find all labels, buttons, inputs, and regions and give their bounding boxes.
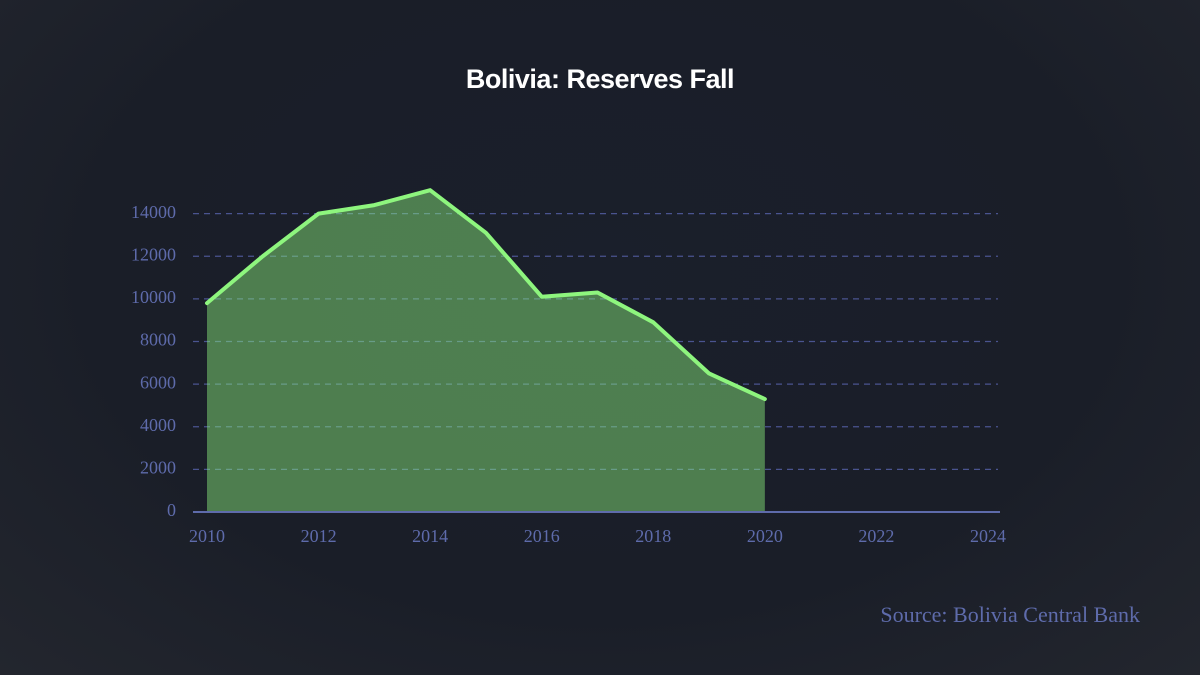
- chart-title: Bolivia: Reserves Fall: [466, 64, 734, 94]
- x-tick-label: 2020: [747, 526, 783, 546]
- x-tick-label: 2010: [189, 526, 225, 546]
- y-tick-label: 2000: [140, 458, 176, 478]
- area-line: [205, 188, 767, 402]
- x-tick-label: 2018: [635, 526, 671, 546]
- y-tick-label: 6000: [140, 372, 176, 392]
- area-fill: [207, 190, 765, 512]
- y-tick-label: 14000: [131, 202, 176, 222]
- x-tick-label: 2012: [301, 526, 337, 546]
- x-tick-label: 2014: [412, 526, 448, 546]
- x-tick-label: 2016: [524, 526, 560, 546]
- y-tick-label: 8000: [140, 330, 176, 350]
- x-tick-label: 2024: [970, 526, 1006, 546]
- y-tick-label: 10000: [131, 287, 176, 307]
- x-tick-label: 2022: [858, 526, 894, 546]
- y-tick-label: 12000: [131, 244, 176, 264]
- source-note: Source: Bolivia Central Bank: [880, 602, 1140, 627]
- y-tick-label: 4000: [140, 415, 176, 435]
- y-tick-label: 0: [167, 500, 176, 520]
